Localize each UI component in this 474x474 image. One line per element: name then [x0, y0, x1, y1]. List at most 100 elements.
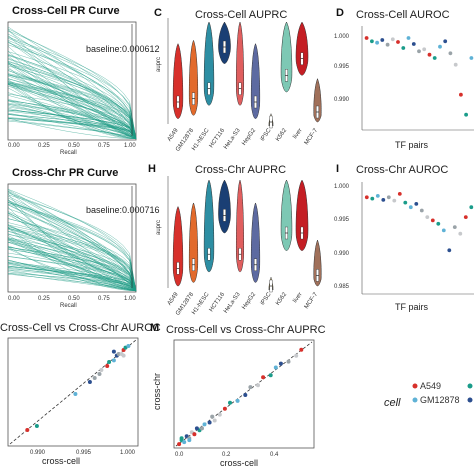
panel-d-ytick-0: 1.000: [334, 34, 350, 40]
pr-curve-line: [7, 120, 137, 140]
auprc-point: [177, 442, 182, 447]
pr-curve-line: [7, 46, 137, 140]
tf-pair-point: [390, 37, 395, 42]
pr-curve-line: [7, 93, 137, 139]
pr-curve-line: [7, 51, 137, 139]
pr-chr-xlabel: Recall: [60, 303, 77, 309]
pr-curve-line: [7, 64, 137, 139]
pr-curve-line: [7, 61, 137, 139]
pr-curve-line: [7, 41, 137, 139]
auroc-point: [121, 353, 126, 358]
pr-curve-line: [7, 109, 137, 139]
pr-curve-line: [7, 118, 137, 139]
pr-curve-line: [7, 44, 137, 139]
pr-curve-line: [7, 224, 137, 292]
pr-curve-line: [7, 214, 137, 292]
auprc-point: [235, 398, 240, 403]
violin-hepg2: [250, 202, 261, 283]
violin-liver: [295, 179, 309, 251]
pr-curve-line: [7, 42, 137, 139]
pr-cell-xlabel: Recall: [60, 150, 77, 156]
pr-curve-line: [7, 212, 137, 292]
pr-curve-line: [7, 74, 137, 139]
auroc-point: [99, 368, 104, 372]
pr-curve-line: [7, 259, 137, 292]
pr-curve-line: [7, 110, 137, 139]
panel-l-xtick-1: 0.995: [76, 450, 92, 456]
auroc-point: [116, 352, 121, 356]
legend-swatch-gm12878: [412, 397, 418, 403]
pr-curve-line: [7, 33, 137, 139]
pr-curve-line: [7, 63, 137, 139]
auprc-point: [294, 353, 299, 358]
pr-curve-line: [7, 190, 137, 292]
tf-pair-point: [392, 198, 397, 203]
tf-pair-point: [443, 39, 448, 44]
tf-pair-point: [364, 195, 369, 200]
panel-l-xtick-2: 1.000: [120, 450, 136, 456]
legend-swatch-extra-1: [467, 383, 473, 389]
pr-curve-line: [7, 108, 137, 140]
auprc-point: [210, 414, 215, 419]
tf-pair-point: [401, 46, 406, 50]
panel-m-ylabel: cross-chr: [152, 373, 162, 410]
pr-chr-frame: [7, 183, 137, 293]
violin-label: HepG2: [241, 127, 257, 147]
violin-label: HeLa-S3: [223, 291, 242, 314]
panel-h-title: Cross-Chr AUPRC: [195, 164, 286, 176]
panel-m: M Cross-Cell vs Cross-Chr AUPRC cross-ch…: [150, 322, 326, 468]
panel-i-ytick-1: 0.995: [334, 217, 350, 223]
pr-curve-line: [7, 51, 137, 140]
pr-cell-xtick-4: 1.00: [124, 143, 136, 149]
tf-pair-point: [364, 36, 369, 40]
panel-i: I Cross-Chr AUROC 1.000 0.995 0.990 0.98…: [334, 163, 474, 312]
auprc-point: [278, 361, 283, 366]
tf-pair-point: [411, 42, 416, 46]
panel-l-xlabel: cross-cell: [42, 456, 80, 466]
auprc-point: [202, 422, 207, 427]
panel-l-title: Cross-Cell vs Cross-Chr AUROC: [0, 322, 161, 334]
pr-curve-line: [7, 84, 137, 139]
auroc-point: [92, 376, 97, 380]
panel-i-letter: I: [336, 163, 339, 175]
pr-curve-line: [7, 80, 137, 139]
auroc-point: [107, 360, 112, 364]
pr-cell-xtick-3: 0.75: [98, 143, 110, 149]
panel-m-points: [177, 347, 304, 447]
pr-curve-line: [7, 234, 137, 291]
violin-label: MCF-7: [304, 127, 320, 146]
pr-chr-xtick-1: 0.25: [38, 296, 50, 302]
tf-pair-point: [419, 208, 424, 213]
pr-curve-line: [7, 228, 137, 291]
panel-m-xtick-2: 0.4: [270, 452, 279, 458]
pr-curve-line: [7, 194, 137, 291]
pr-curve-line: [7, 92, 137, 139]
pr-curve-line: [7, 238, 137, 292]
auprc-point: [179, 436, 184, 441]
tf-pair-point: [463, 215, 468, 220]
violin-h1-hesc: [203, 21, 215, 106]
tf-pair-point: [458, 231, 463, 236]
pr-curve-line: [7, 78, 137, 139]
tf-pair-point: [464, 112, 468, 117]
pr-chr-title: Cross-Chr PR Curve: [12, 167, 118, 179]
tf-pair-point: [370, 196, 375, 201]
panel-l-frame: [7, 337, 139, 447]
panel-h: H Cross-Chr AUPRC auprc A549GM12878H1-hE…: [148, 163, 322, 317]
legend-title: cell: [384, 397, 401, 409]
panel-d-xlabel: TF pairs: [395, 140, 429, 150]
pr-curve-line: [7, 192, 137, 291]
panel-c-title: Cross-Cell AUPRC: [195, 9, 287, 21]
tf-pair-point: [441, 228, 446, 233]
auprc-point: [273, 365, 278, 370]
pr-curve-line: [7, 81, 137, 139]
pr-chr-curves: [7, 186, 137, 292]
panel-c-letter: C: [154, 7, 162, 19]
violin-label: A549: [167, 127, 180, 142]
violin-label: MCF-7: [304, 291, 320, 310]
pr-curve-line: [7, 230, 137, 291]
tf-pair-point: [425, 215, 430, 220]
tf-pair-point: [397, 192, 402, 196]
auroc-point: [87, 380, 92, 384]
